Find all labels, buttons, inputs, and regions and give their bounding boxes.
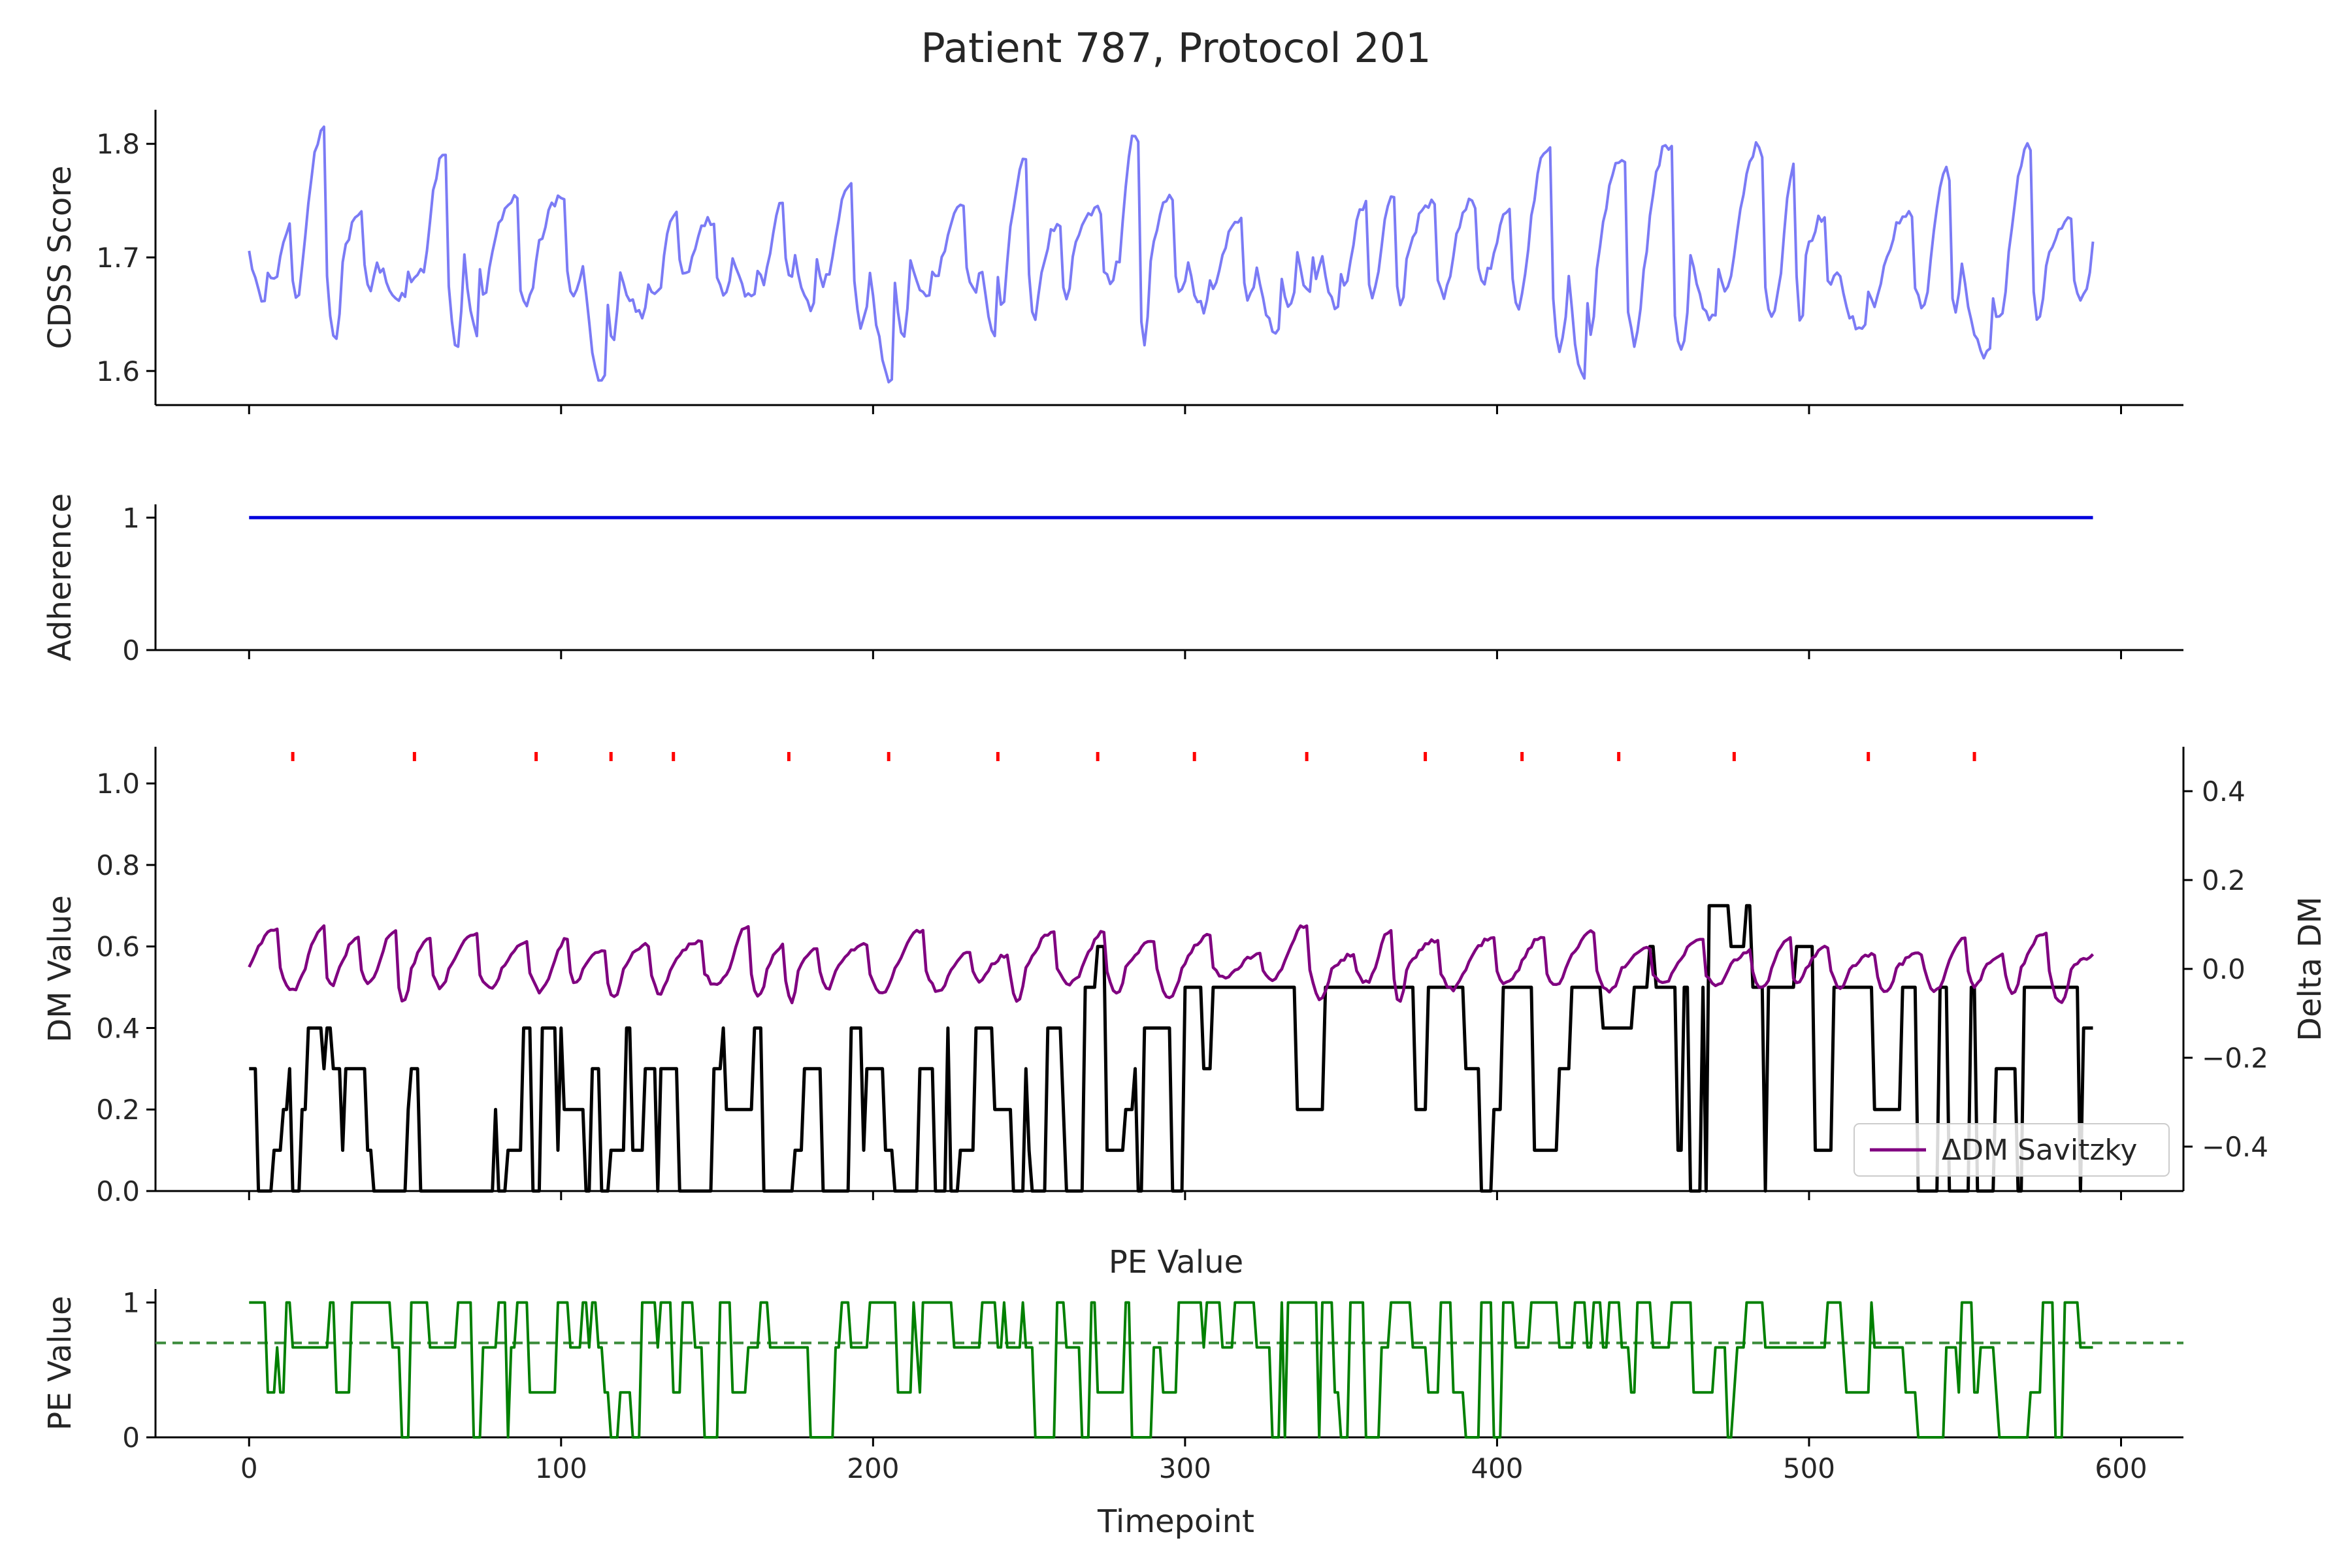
dm-value-line xyxy=(249,904,2093,1193)
y-tick-label: 1.7 xyxy=(96,242,140,274)
pe-value-line xyxy=(249,1301,2093,1439)
right-y-tick-label: −0.4 xyxy=(2202,1131,2268,1163)
right-y-tick-label: 0.0 xyxy=(2202,953,2246,985)
y-tick-label: 0.0 xyxy=(96,1175,140,1207)
legend-label: ΔDM Savitzky xyxy=(1942,1134,2137,1167)
y-tick-label: 0.4 xyxy=(96,1012,140,1044)
y-tick-label: 1.8 xyxy=(96,128,140,160)
panel-dm-value: 0.0 0.2 0.4 0.6 0.8 1.0 DM Value −0.4 −0.2 0.0 0.2… xyxy=(42,747,2328,1207)
x-tick-label: 200 xyxy=(847,1452,899,1484)
cdss-score-line xyxy=(248,125,2095,384)
legend-box xyxy=(1854,1123,2170,1177)
y-tick-label: 1.6 xyxy=(96,355,140,387)
y-tick-label: 0 xyxy=(122,1422,140,1454)
y-tick-label: 0.8 xyxy=(96,849,140,881)
x-tick-label: 0 xyxy=(240,1452,258,1484)
y-axis-label: Adherence xyxy=(42,493,78,661)
y-tick-label: 1.0 xyxy=(96,768,140,800)
right-y-tick-label: 0.2 xyxy=(2202,864,2246,896)
panel-cdss-score: 1.6 1.7 1.8 CDSS Score xyxy=(42,110,2183,414)
y-tick-label: 0.2 xyxy=(96,1094,140,1126)
y-axis-label: PE Value xyxy=(42,1296,78,1430)
legend: ΔDM Savitzky xyxy=(1854,1123,2170,1177)
right-y-tick-label: −0.2 xyxy=(2202,1042,2268,1074)
x-tick-label: 100 xyxy=(535,1452,587,1484)
x-tick-label: 300 xyxy=(1159,1452,1211,1484)
x-tick-label: 500 xyxy=(1783,1452,1835,1484)
y-axis-label: CDSS Score xyxy=(42,165,78,349)
chart-title: Patient 787, Protocol 201 xyxy=(921,24,1431,72)
y-axis-label: DM Value xyxy=(42,895,78,1042)
x-tick-label: 600 xyxy=(2095,1452,2147,1484)
x-axis-label: Timepoint xyxy=(1097,1503,1254,1540)
right-y-axis-label: Delta DM xyxy=(2292,896,2328,1041)
pe-panel-title: PE Value xyxy=(1109,1244,1243,1281)
panel-pe-value: 0 1 0 100 200 300 400 500 600 PE Value xyxy=(42,1287,2183,1484)
delta-dm-savitzky-line xyxy=(248,924,2095,1005)
panel-adherence: 0 1 Adherence xyxy=(42,493,2183,666)
y-tick-label: 0.6 xyxy=(96,931,140,963)
y-tick-label: 0 xyxy=(122,634,140,666)
y-tick-label: 1 xyxy=(122,502,140,534)
y-tick-label: 1 xyxy=(122,1287,140,1319)
x-tick-label: 400 xyxy=(1471,1452,1523,1484)
right-y-tick-label: 0.4 xyxy=(2202,776,2246,808)
